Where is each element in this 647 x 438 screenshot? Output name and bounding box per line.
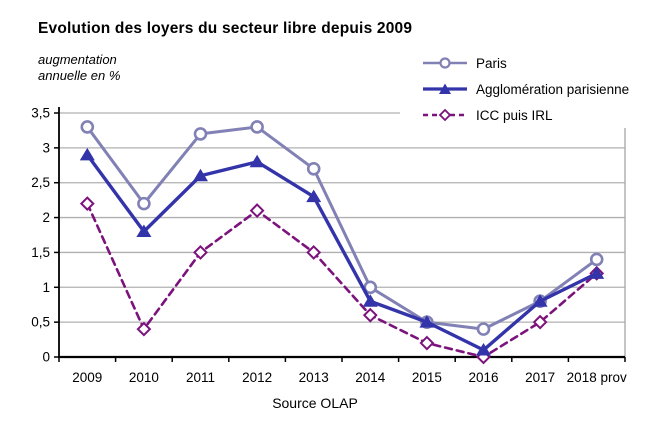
x-tick-label: 2018 prov — [567, 370, 627, 385]
y-axis-annotation: augmentation annuelle en % — [38, 52, 121, 83]
legend-item-0: Paris — [400, 52, 647, 74]
marker-circle — [306, 161, 321, 176]
marker-diamond — [249, 203, 265, 219]
marker-triangle — [79, 147, 95, 161]
legend-label: ICC puis IRL — [476, 107, 553, 123]
y-tick-label: 2,5 — [31, 175, 50, 190]
marker-circle — [250, 120, 264, 134]
marker-diamond — [419, 335, 435, 351]
legend-item-2: ICC puis IRL — [400, 104, 647, 126]
marker-triangle — [532, 294, 548, 307]
marker-triangle — [362, 294, 378, 307]
marker-diamond — [306, 245, 322, 260]
marker-triangle — [589, 266, 605, 279]
y-tick-label: 1,5 — [31, 245, 50, 260]
legend: Paris Agglomération parisienne ICC puis IR… — [400, 50, 647, 128]
x-tick-label: 2017 — [525, 370, 555, 385]
marker-circle — [80, 120, 95, 134]
x-tick-label: 2009 — [72, 370, 102, 385]
marker-diamond — [136, 321, 152, 337]
marker-diamond — [79, 196, 95, 212]
marker-triangle — [249, 154, 265, 168]
series-line-0 — [85, 125, 599, 331]
y-tick-label: 0 — [42, 350, 50, 365]
marker-circle — [476, 322, 491, 336]
x-tick-label: 2010 — [129, 370, 159, 385]
legend-sample-circle-icon — [423, 57, 467, 69]
marker-diamond — [532, 314, 548, 330]
marker-triangle — [306, 189, 322, 203]
marker-circle — [137, 196, 151, 211]
legend-sample-diamond-icon — [423, 108, 467, 122]
chart-title: Evolution des loyers du secteur libre de… — [38, 20, 413, 37]
marker-triangle — [193, 168, 208, 182]
x-tick-label: 2015 — [412, 370, 442, 385]
marker-circle — [589, 252, 604, 267]
legend-sample-triangle-icon — [423, 83, 467, 94]
marker-circle — [193, 127, 208, 141]
y-tick-label: 3,5 — [31, 106, 50, 121]
marker-triangle — [419, 315, 435, 328]
legend-item-1: Agglomération parisienne — [400, 78, 647, 100]
y-tick-label: 3 — [42, 140, 50, 155]
x-tick-label: 2013 — [299, 370, 329, 385]
marker-triangle — [136, 224, 152, 238]
x-tick-label: 2014 — [355, 370, 386, 385]
y-tick-label: 0,5 — [31, 315, 50, 330]
marker-triangle — [476, 343, 491, 356]
legend-label: Paris — [476, 55, 507, 71]
marker-diamond — [362, 307, 378, 323]
x-tick-label: 2011 — [186, 370, 215, 385]
y-tick-label: 1 — [42, 280, 50, 295]
legend-label: Agglomération parisienne — [476, 81, 630, 97]
marker-circle — [363, 280, 378, 295]
y-tick-label: 2 — [42, 210, 50, 225]
source-label: Source OLAP — [272, 395, 358, 411]
series-line-1 — [85, 153, 599, 352]
marker-diamond — [193, 245, 208, 260]
series-line-2 — [86, 202, 599, 359]
x-tick-label: 2016 — [468, 370, 498, 385]
x-tick-label: 2012 — [242, 370, 272, 385]
